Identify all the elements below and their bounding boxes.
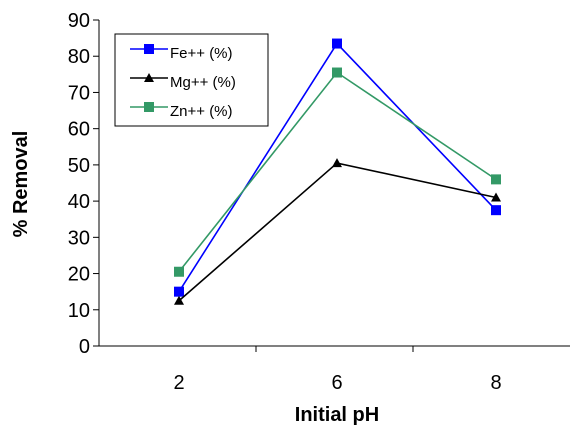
y-axis-ticks: 0 10 20 30 40 50 60 70 80 90: [68, 10, 99, 358]
data-point: [491, 192, 501, 202]
series-1: [174, 38, 501, 297]
legend-label: Zn++ (%): [170, 103, 233, 120]
y-axis-title: % Removal: [10, 131, 32, 238]
data-point: [174, 295, 184, 305]
legend-item: Fe++ (%): [130, 44, 233, 62]
plot-area: [174, 38, 501, 305]
legend-marker: [144, 102, 154, 112]
data-point: [491, 174, 501, 185]
x-tick-label: 6: [331, 372, 342, 394]
y-tick-label: 50: [68, 155, 90, 177]
legend: Fe++ (%) Mg++ (%) Zn++ (%): [114, 33, 269, 127]
y-tick-label: 60: [68, 119, 90, 141]
y-tick-label: 20: [68, 264, 90, 286]
y-tick-label: 0: [79, 336, 90, 358]
legend-label: Fe++ (%): [170, 45, 233, 62]
series-2: [174, 158, 501, 305]
data-point: [332, 67, 342, 78]
legend-item: Zn++ (%): [130, 102, 233, 120]
legend-item: Mg++ (%): [130, 73, 236, 91]
data-point: [174, 266, 184, 277]
x-tick-label: 2: [173, 372, 184, 394]
y-tick-label: 90: [68, 10, 90, 32]
legend-marker: [144, 44, 154, 54]
y-tick-label: 30: [68, 227, 90, 249]
legend-label: Mg++ (%): [170, 74, 236, 91]
x-axis-title: Initial pH: [295, 404, 379, 425]
x-axis-ticks: 2 6 8: [173, 346, 502, 394]
series-line: [178, 162, 497, 302]
data-point: [491, 205, 501, 216]
y-tick-label: 40: [68, 191, 90, 213]
y-tick-label: 70: [68, 82, 90, 104]
axes: [98, 20, 570, 347]
legend-box: [114, 33, 269, 127]
y-tick-label: 80: [68, 46, 90, 68]
data-point: [332, 38, 342, 49]
series-3: [174, 67, 501, 277]
legend-marker: [144, 73, 154, 82]
data-point: [332, 158, 342, 168]
data-point: [174, 286, 184, 297]
y-tick-label: 10: [68, 300, 90, 322]
x-tick-label: 8: [490, 372, 501, 394]
